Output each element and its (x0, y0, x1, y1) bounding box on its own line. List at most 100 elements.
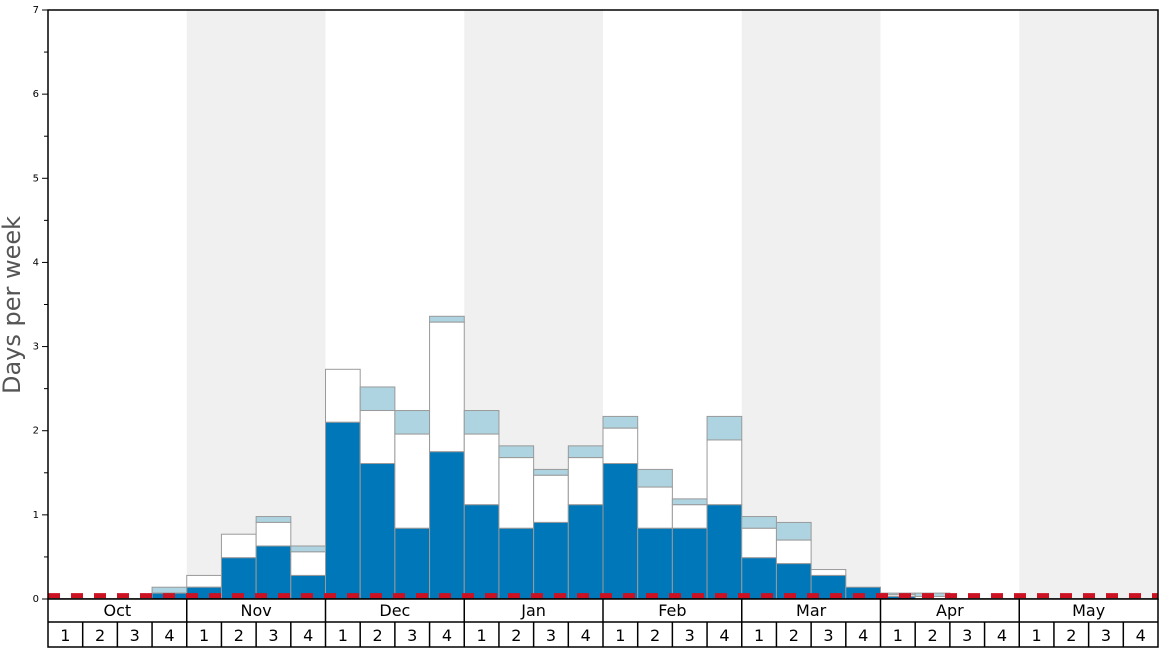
bar-mid (255, 521, 292, 547)
week-label: 4 (858, 626, 868, 645)
month-shade-nov (186, 10, 326, 599)
month-label-dec: Dec (379, 601, 410, 620)
bar-dark (463, 504, 500, 600)
bar-light (602, 415, 639, 429)
week-label: 4 (997, 626, 1007, 645)
bar-mid (602, 427, 639, 465)
bar-light (498, 445, 535, 459)
bar-light (290, 545, 326, 553)
bar-mid (810, 569, 847, 576)
week-label: 2 (650, 626, 660, 645)
bar-mid (741, 527, 777, 559)
y-tick-label: 6 (33, 89, 39, 100)
week-label: 3 (268, 626, 278, 645)
bar-mid (429, 321, 465, 453)
week-label: 3 (407, 626, 417, 645)
month-label-feb: Feb (658, 601, 686, 620)
bar-light (463, 410, 500, 435)
bar-mid (775, 539, 812, 565)
month-label-nov: Nov (241, 601, 272, 620)
week-label: 2 (511, 626, 521, 645)
x-axis: Oct Nov Dec Jan Feb Mar Apr May 1 2 3 4 1 2 3 4 1 2 3 4 1 2 3 4… (47, 598, 1159, 648)
bar-dark (637, 527, 673, 600)
week-label: 3 (1101, 626, 1111, 645)
bar-mid (671, 504, 708, 529)
bar-light (533, 468, 569, 476)
bar-light (359, 386, 396, 412)
week-label: 4 (442, 626, 452, 645)
bar-light (775, 521, 812, 541)
week-label: 1 (477, 626, 487, 645)
week-label: 4 (581, 626, 591, 645)
month-label-apr: Apr (936, 601, 964, 620)
week-label: 4 (164, 626, 174, 645)
y-axis-label: Days per week (0, 216, 26, 394)
week-label: 4 (303, 626, 313, 645)
bar-light (255, 516, 292, 523)
y-tick-label: 5 (33, 173, 39, 184)
bar-light (429, 315, 465, 323)
y-tick-label: 7 (33, 5, 39, 16)
bar-mid (220, 533, 257, 559)
bar-dark (706, 504, 743, 600)
week-label: 4 (1136, 626, 1146, 645)
y-tick-label: 0 (33, 594, 39, 605)
bar-light (671, 498, 708, 506)
bar-mid (394, 433, 431, 529)
bar-mid (498, 457, 535, 529)
week-label: 1 (1032, 626, 1042, 645)
week-label: 1 (199, 626, 209, 645)
week-label: 3 (685, 626, 695, 645)
bar-light (394, 410, 431, 435)
bar-dark (325, 421, 361, 600)
week-label: 3 (962, 626, 972, 645)
bar-mid (533, 474, 569, 523)
month-label-mar: Mar (796, 601, 827, 620)
bar-dark (498, 527, 535, 600)
week-label: 2 (372, 626, 382, 645)
week-label: 2 (789, 626, 799, 645)
bar-dark (255, 545, 292, 600)
bar-mid (463, 433, 500, 506)
week-label: 2 (95, 626, 105, 645)
bar-mid (325, 368, 361, 423)
month-shade-mar (741, 10, 881, 599)
bar-light (151, 586, 188, 594)
month-label-may: May (1072, 601, 1105, 620)
week-label: 3 (130, 626, 140, 645)
week-label: 1 (893, 626, 903, 645)
month-label-jan: Jan (520, 601, 546, 620)
week-label: 3 (546, 626, 556, 645)
week-label: 3 (823, 626, 833, 645)
bar-light (637, 468, 673, 488)
week-label: 1 (754, 626, 764, 645)
bar-mid (359, 410, 396, 465)
week-label: 1 (338, 626, 348, 645)
bar-light (567, 445, 604, 459)
week-label: 1 (60, 626, 70, 645)
bar-dark (429, 451, 465, 600)
bar-mid (637, 486, 673, 529)
bar-dark (741, 557, 777, 600)
y-tick-label: 2 (33, 426, 39, 437)
week-label: 2 (1066, 626, 1076, 645)
bar-mid (290, 551, 326, 576)
week-label: 4 (719, 626, 729, 645)
bar-mid (706, 439, 743, 506)
bar-dark (602, 463, 639, 600)
y-tick-label: 3 (33, 342, 39, 353)
y-tick-label: 1 (33, 510, 39, 521)
bar-dark (567, 504, 604, 600)
month-shading (186, 10, 1158, 599)
y-tick-label: 4 (33, 257, 39, 268)
bar-dark (533, 521, 569, 600)
bar-light (706, 415, 743, 441)
bar-dark (220, 557, 257, 600)
bar-dark (359, 463, 396, 600)
bar-dark (394, 527, 431, 600)
bar-dark (671, 527, 708, 600)
bar-mid (186, 574, 222, 588)
week-label: 2 (234, 626, 244, 645)
bar-mid (567, 457, 604, 506)
